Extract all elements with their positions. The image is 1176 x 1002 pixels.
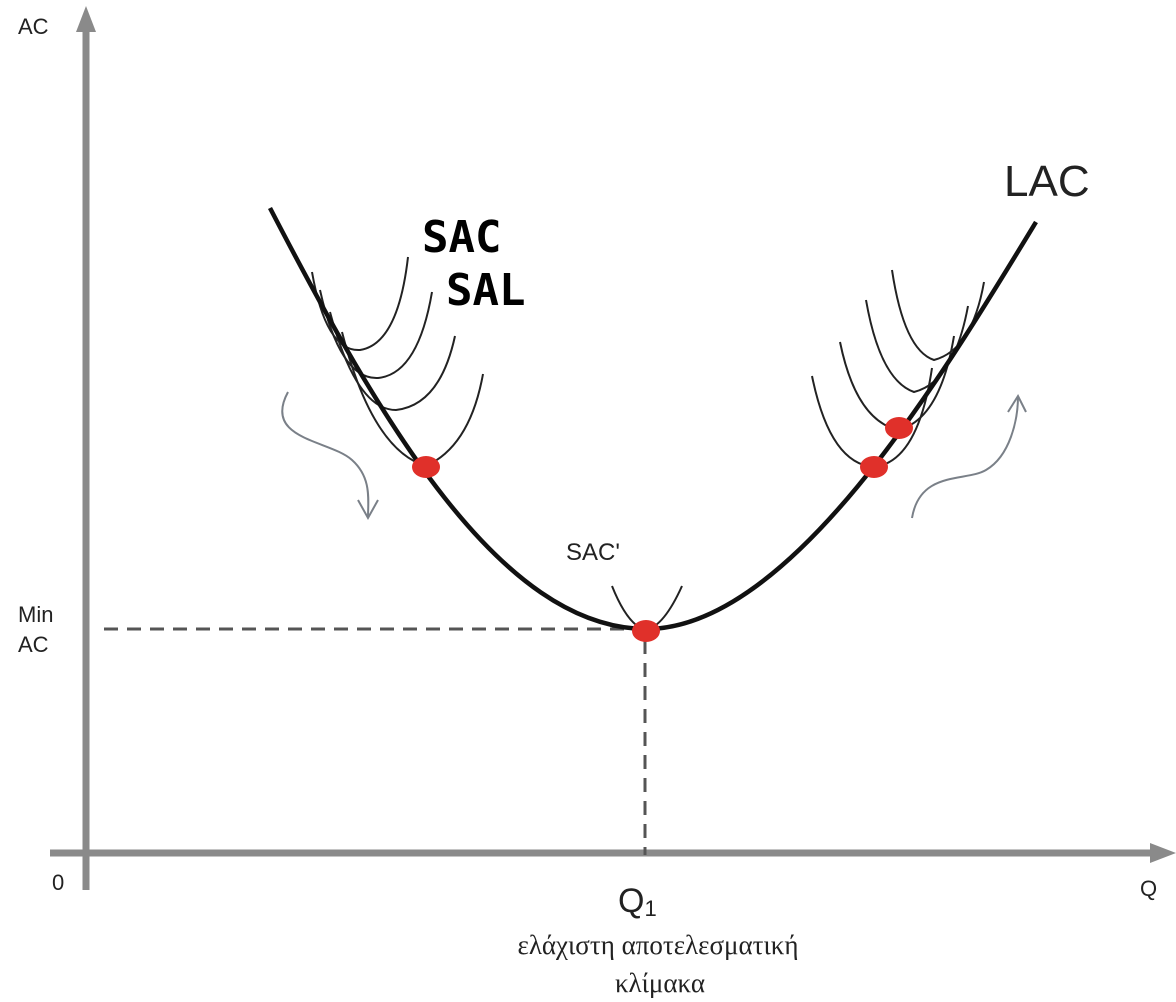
tangency-points: [412, 417, 913, 642]
x-axis-arrowhead: [1150, 843, 1176, 863]
guides: [104, 627, 647, 855]
handwritten-sac-label: SAC: [422, 212, 501, 263]
origin-label: 0: [52, 870, 64, 895]
arrowhead: [357, 499, 379, 521]
y-axis-arrowhead: [76, 6, 96, 32]
lac-label: LAC: [1004, 157, 1090, 206]
tangency-point: [885, 417, 913, 439]
tangency-point: [412, 456, 440, 478]
tangency-point: [860, 456, 888, 478]
q1-caption-line1: ελάχιστη αποτελεσματική: [517, 930, 798, 960]
x-axis-label: Q: [1140, 876, 1157, 901]
min-ac-label-line2: AC: [18, 632, 49, 657]
y-axis-label: AC: [18, 14, 49, 39]
sac-curve: [811, 367, 933, 469]
min-ac-label-line1: Min: [18, 602, 53, 627]
sac-curve: [891, 269, 985, 362]
q1-label: Q1: [618, 882, 657, 921]
curved-arrow-down-icon: [281, 391, 370, 519]
tangency-point: [632, 620, 660, 642]
q1-main: Q: [618, 882, 644, 920]
direction-arrows: [281, 391, 1027, 521]
curved-arrow-up-icon: [911, 395, 1019, 519]
axes: [50, 22, 1160, 890]
q1-subscript: 1: [644, 896, 656, 921]
sac-curve: [319, 289, 433, 380]
arrowhead: [1007, 393, 1027, 413]
sac-curve: [329, 311, 456, 412]
q1-caption-line2: κλίμακα: [615, 968, 705, 998]
sac-curve: [311, 256, 409, 352]
sac-prime-label: SAC': [566, 539, 620, 566]
handwritten-sal-label: SAL: [446, 265, 525, 316]
